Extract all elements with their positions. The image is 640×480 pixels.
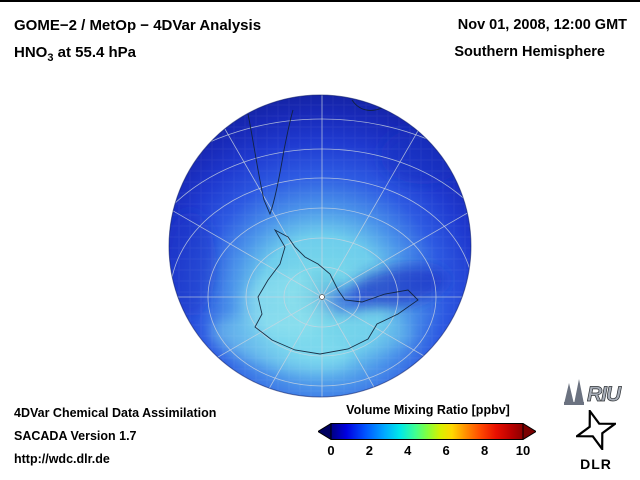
species-level-title: HNO3 at 55.4 hPa (14, 39, 261, 72)
dlr-logo: DLR (572, 407, 620, 472)
cathedral-icon (564, 379, 584, 405)
colorbar-title: Volume Mixing Ratio [ppbv] (346, 403, 510, 417)
hemisphere-map (168, 94, 472, 398)
hemisphere-label: Southern Hemisphere (454, 44, 605, 60)
dlr-logo-text: DLR (580, 456, 612, 472)
species-name: HNO (14, 44, 48, 61)
south-pole-marker (319, 294, 325, 300)
tick-label: 0 (327, 443, 335, 458)
antarctica-coastline (254, 228, 419, 355)
credits-block: 4DVar Chemical Data Assimilation SACADA … (14, 402, 216, 471)
datetime-label: Nov 01, 2008, 12:00 GMT (457, 17, 627, 33)
model-grid-texture (169, 95, 471, 397)
riu-logo-text: RIU (587, 383, 622, 406)
species-subscript: 3 (47, 52, 54, 64)
tick-label: 2 (365, 443, 373, 458)
credit-line-url: http://wdc.dlr.de (14, 452, 110, 466)
dlr-emblem-icon (573, 407, 619, 453)
colorbar-tick-labels: 0 2 4 6 8 10 (321, 443, 533, 458)
south-america-coastline (247, 109, 294, 216)
credit-line-version: SACADA Version 1.7 (14, 429, 137, 443)
header-right: Nov 01, 2008, 12:00 GMT Southern Hemisph… (454, 12, 627, 66)
tick-label: 8 (480, 443, 489, 458)
colorbar (318, 423, 536, 440)
colorbar-gradient-bar (330, 423, 524, 440)
header-left: GOME−2 / MetOp − 4DVar Analysis HNO3 at … (14, 12, 261, 72)
credit-line-assimilation: 4DVar Chemical Data Assimilation (14, 406, 217, 420)
tick-label: 10 (515, 443, 531, 458)
riu-logo: RIU (564, 379, 623, 406)
colorbar-right-arrow (522, 423, 536, 440)
tick-label: 6 (442, 443, 450, 458)
colorbar-left-arrow (318, 423, 332, 440)
tick-label: 4 (404, 443, 412, 458)
pressure-level: at 55.4 hPa (53, 44, 137, 61)
globe-rim (168, 94, 472, 398)
analysis-title: GOME−2 / MetOp − 4DVar Analysis (14, 17, 262, 34)
